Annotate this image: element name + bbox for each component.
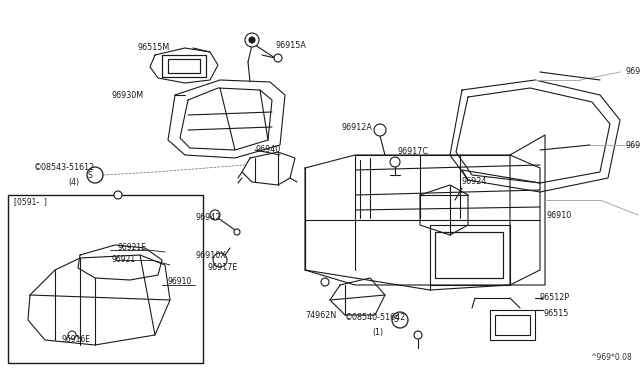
Text: 96910: 96910 bbox=[168, 278, 192, 286]
Text: 96917C: 96917C bbox=[398, 148, 429, 157]
Text: [0591-  ]: [0591- ] bbox=[14, 198, 47, 206]
Text: 96910X: 96910X bbox=[195, 250, 226, 260]
Bar bbox=[162, 55, 206, 77]
Circle shape bbox=[392, 312, 408, 328]
Text: 96940: 96940 bbox=[255, 145, 280, 154]
Text: ©08543-51612: ©08543-51612 bbox=[34, 164, 95, 173]
Text: S: S bbox=[88, 170, 92, 180]
Circle shape bbox=[68, 331, 76, 339]
Bar bbox=[8, 195, 203, 363]
Text: 96917E: 96917E bbox=[208, 263, 238, 273]
Text: 96921: 96921 bbox=[112, 256, 136, 264]
Text: 96921: 96921 bbox=[625, 141, 640, 150]
Bar bbox=[168, 59, 200, 73]
Circle shape bbox=[210, 210, 220, 220]
Text: 96515: 96515 bbox=[543, 308, 568, 317]
Text: 96515M: 96515M bbox=[138, 44, 170, 52]
Text: 96910: 96910 bbox=[547, 211, 572, 219]
Text: ^969*0.08: ^969*0.08 bbox=[590, 353, 632, 362]
Text: 74962N: 74962N bbox=[305, 311, 336, 321]
Text: 96930M: 96930M bbox=[112, 90, 144, 99]
Text: (4): (4) bbox=[68, 177, 79, 186]
Bar bbox=[495, 315, 530, 335]
Circle shape bbox=[245, 33, 259, 47]
Text: 96924: 96924 bbox=[462, 177, 488, 186]
Text: 96916E: 96916E bbox=[62, 336, 91, 344]
Text: ©08540-51642: ©08540-51642 bbox=[345, 314, 406, 323]
Text: 96921E: 96921E bbox=[625, 67, 640, 77]
Circle shape bbox=[414, 331, 422, 339]
Text: 96921E: 96921E bbox=[118, 243, 147, 251]
Text: (1): (1) bbox=[372, 327, 383, 337]
Circle shape bbox=[274, 54, 282, 62]
Circle shape bbox=[390, 157, 400, 167]
Circle shape bbox=[114, 191, 122, 199]
Circle shape bbox=[321, 278, 329, 286]
Bar bbox=[435, 232, 503, 278]
Circle shape bbox=[234, 229, 240, 235]
Bar bbox=[490, 310, 535, 340]
Text: 96915A: 96915A bbox=[275, 41, 306, 49]
Circle shape bbox=[87, 167, 103, 183]
Circle shape bbox=[249, 37, 255, 43]
Circle shape bbox=[213, 253, 227, 267]
Text: S: S bbox=[394, 315, 398, 324]
Circle shape bbox=[374, 124, 386, 136]
Text: 96912A: 96912A bbox=[342, 122, 373, 131]
Text: 96942: 96942 bbox=[195, 214, 220, 222]
Text: 96512P: 96512P bbox=[540, 294, 570, 302]
